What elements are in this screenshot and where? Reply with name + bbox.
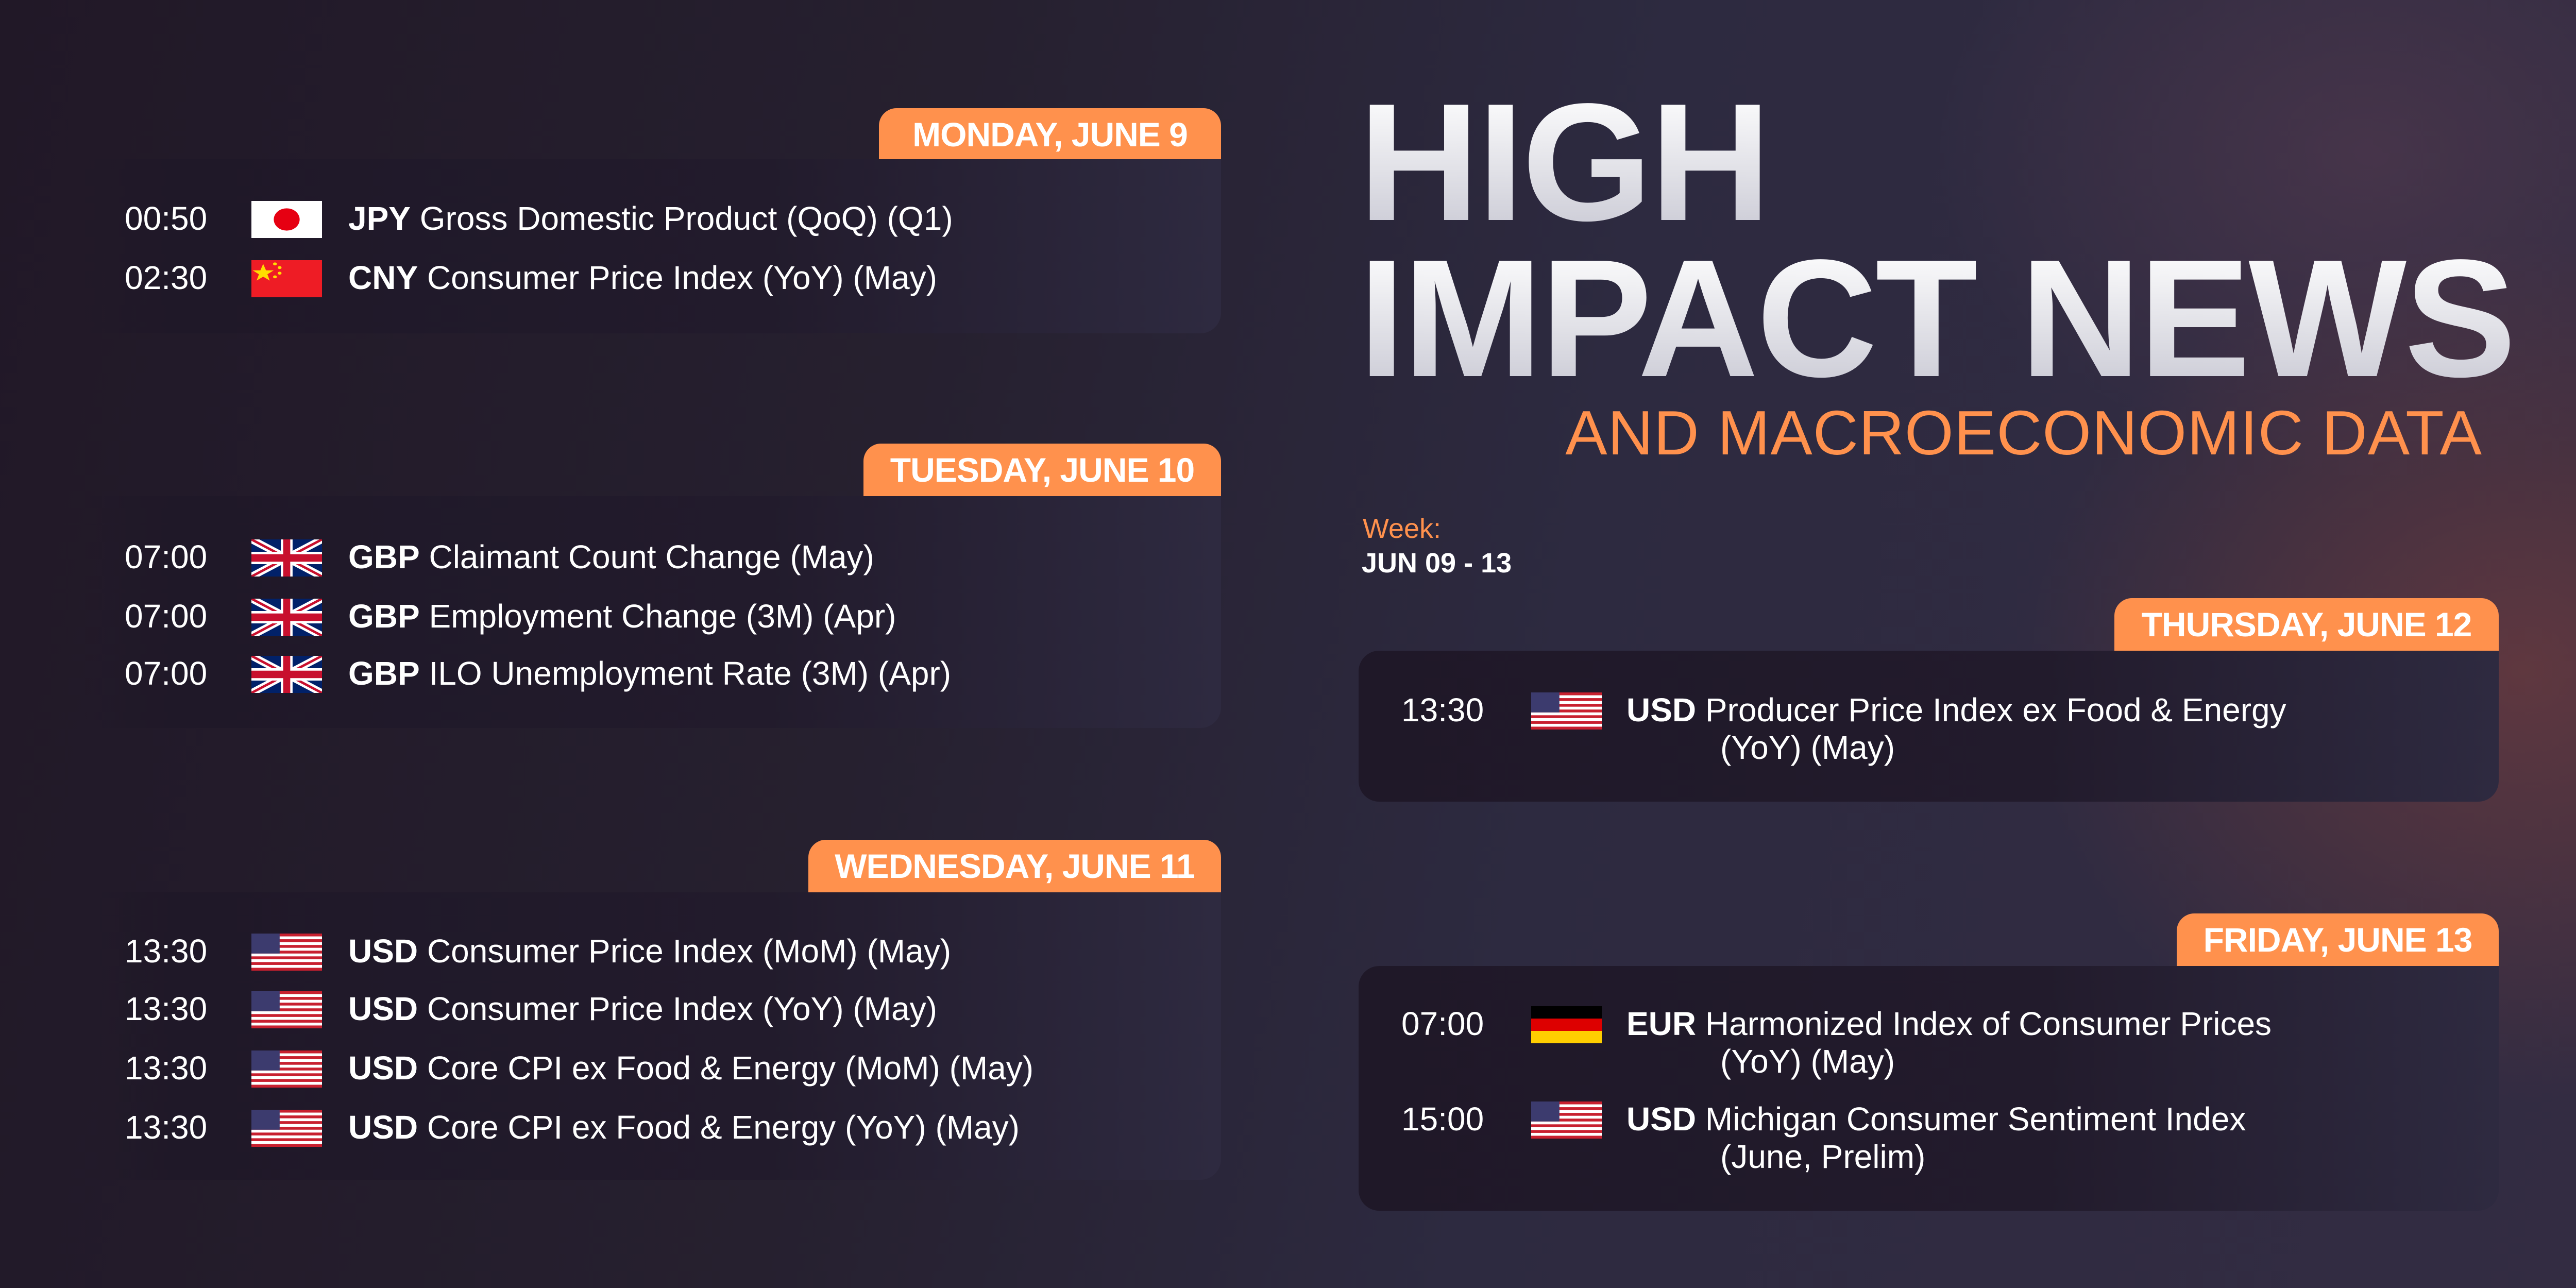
us-flag-icon bbox=[1531, 692, 1602, 730]
event-row: 07:00 GBP ILO Unemployment Rate (3M) (Ap… bbox=[0, 652, 2576, 697]
uk-flag-icon bbox=[249, 536, 324, 580]
title-line-2: IMPACT NEWS bbox=[1359, 225, 2516, 412]
event-row: 13:30 USD Consumer Price Index (MoM) (Ma… bbox=[0, 930, 2576, 972]
event-title: EUR Harmonized Index of Consumer Prices bbox=[1626, 1003, 2272, 1044]
event-name-continued: (YoY) (May) bbox=[1720, 729, 1895, 766]
event-currency: GBP bbox=[348, 598, 420, 635]
event-name: Producer Price Index ex Food & Energy bbox=[1705, 691, 2286, 728]
us-flag-icon bbox=[251, 1050, 322, 1088]
event-name: Core CPI ex Food & Energy (YoY) (May) bbox=[427, 1109, 1020, 1146]
us-flag-icon bbox=[251, 934, 322, 971]
event-title: GBP Claimant Count Change (May) bbox=[348, 536, 874, 578]
event-name: Employment Change (3M) (Apr) bbox=[429, 598, 896, 635]
event-currency: JPY bbox=[348, 200, 411, 237]
week-range: JUN 09 - 13 bbox=[1362, 548, 1512, 579]
event-title: GBP ILO Unemployment Rate (3M) (Apr) bbox=[348, 653, 951, 694]
event-row: 07:00 EUR Harmonized Index of Consumer P… bbox=[0, 1003, 2576, 1044]
event-name: Core CPI ex Food & Energy (MoM) (May) bbox=[427, 1049, 1034, 1087]
event-currency: USD bbox=[348, 990, 418, 1027]
event-time: 13:30 bbox=[125, 1049, 208, 1087]
day-header: MONDAY, JUNE 9 bbox=[879, 108, 1221, 161]
event-time: 15:00 bbox=[1401, 1100, 1484, 1138]
us-flag-icon bbox=[251, 1110, 322, 1147]
event-name: Consumer Price Index (YoY) (May) bbox=[427, 259, 937, 296]
event-time: 07:00 bbox=[125, 598, 208, 635]
event-currency: USD bbox=[348, 1049, 418, 1087]
event-row: 13:30 USD Core CPI ex Food & Energy (YoY… bbox=[0, 1107, 2576, 1148]
event-name: Consumer Price Index (YoY) (May) bbox=[427, 990, 937, 1027]
event-currency: GBP bbox=[348, 538, 420, 575]
event-name: ILO Unemployment Rate (3M) (Apr) bbox=[429, 655, 952, 692]
event-row: 07:00 GBP Employment Change (3M) (Apr) bbox=[0, 595, 2576, 639]
uk-flag-icon bbox=[249, 595, 324, 639]
day-card bbox=[82, 159, 1221, 333]
event-name: Harmonized Index of Consumer Prices bbox=[1705, 1005, 2272, 1042]
subtitle: AND MACROECONOMIC DATA bbox=[1565, 398, 2482, 468]
event-time: 07:00 bbox=[125, 655, 208, 692]
event-title: USD Core CPI ex Food & Energy (YoY) (May… bbox=[348, 1107, 1020, 1148]
title-line-1: HIGH bbox=[1359, 69, 1771, 256]
event-row: 15:00 USD Michigan Consumer Sentiment In… bbox=[0, 1098, 2576, 1140]
event-row: 07:00 GBP Claimant Count Change (May) bbox=[0, 536, 2576, 580]
event-row: 02:30 CNY Consumer Price Index (YoY) (Ma… bbox=[0, 257, 2576, 298]
event-title: USD Michigan Consumer Sentiment Index bbox=[1626, 1098, 2246, 1140]
day-header: WEDNESDAY, JUNE 11 bbox=[808, 840, 1221, 892]
event-time: 13:30 bbox=[125, 1109, 208, 1146]
event-name: Consumer Price Index (MoM) (May) bbox=[427, 933, 951, 970]
event-currency: USD bbox=[348, 933, 418, 970]
event-title: JPY Gross Domestic Product (QoQ) (Q1) bbox=[348, 198, 953, 239]
day-header: FRIDAY, JUNE 13 bbox=[2177, 913, 2499, 966]
event-title: CNY Consumer Price Index (YoY) (May) bbox=[348, 257, 937, 298]
event-time: 13:30 bbox=[125, 990, 208, 1027]
week-label: Week: bbox=[1363, 513, 1442, 544]
event-currency: USD bbox=[348, 1109, 418, 1146]
japan-flag-icon bbox=[251, 201, 322, 238]
event-name: Michigan Consumer Sentiment Index bbox=[1705, 1100, 2246, 1138]
event-row: 13:30 USD Core CPI ex Food & Energy (MoM… bbox=[0, 1047, 2576, 1089]
event-title: USD Consumer Price Index (MoM) (May) bbox=[348, 930, 951, 972]
china-flag-icon bbox=[251, 260, 322, 297]
day-header: THURSDAY, JUNE 12 bbox=[2114, 598, 2499, 651]
us-flag-icon bbox=[251, 991, 322, 1028]
uk-flag-icon bbox=[249, 652, 324, 697]
event-time: 07:00 bbox=[125, 538, 208, 575]
event-name: Gross Domestic Product (QoQ) (Q1) bbox=[419, 200, 953, 237]
germany-flag-icon bbox=[1531, 1006, 1602, 1043]
event-title: USD Consumer Price Index (YoY) (May) bbox=[348, 988, 937, 1029]
event-row: 13:30 USD Producer Price Index ex Food &… bbox=[0, 689, 2576, 731]
event-time: 02:30 bbox=[125, 259, 208, 296]
us-flag-icon bbox=[1531, 1101, 1602, 1139]
event-name-continued: (YoY) (May) bbox=[1720, 1043, 1895, 1080]
event-time: 07:00 bbox=[1401, 1005, 1484, 1042]
day-header: TUESDAY, JUNE 10 bbox=[863, 444, 1221, 496]
event-currency: USD bbox=[1626, 1100, 1697, 1138]
event-name-continued: (June, Prelim) bbox=[1720, 1138, 1926, 1175]
event-currency: GBP bbox=[348, 655, 420, 692]
event-title: USD Core CPI ex Food & Energy (MoM) (May… bbox=[348, 1047, 1033, 1089]
event-row: 13:30 USD Consumer Price Index (YoY) (Ma… bbox=[0, 988, 2576, 1029]
event-title: USD Producer Price Index ex Food & Energ… bbox=[1626, 689, 2286, 731]
event-title: GBP Employment Change (3M) (Apr) bbox=[348, 596, 896, 637]
event-currency: USD bbox=[1626, 691, 1697, 728]
event-row: 00:50 JPY Gross Domestic Product (QoQ) (… bbox=[0, 198, 2576, 239]
event-time: 00:50 bbox=[125, 200, 208, 237]
event-name: Claimant Count Change (May) bbox=[429, 538, 874, 575]
event-currency: CNY bbox=[348, 259, 418, 296]
event-time: 13:30 bbox=[125, 933, 208, 970]
event-time: 13:30 bbox=[1401, 691, 1484, 728]
event-currency: EUR bbox=[1626, 1005, 1697, 1042]
